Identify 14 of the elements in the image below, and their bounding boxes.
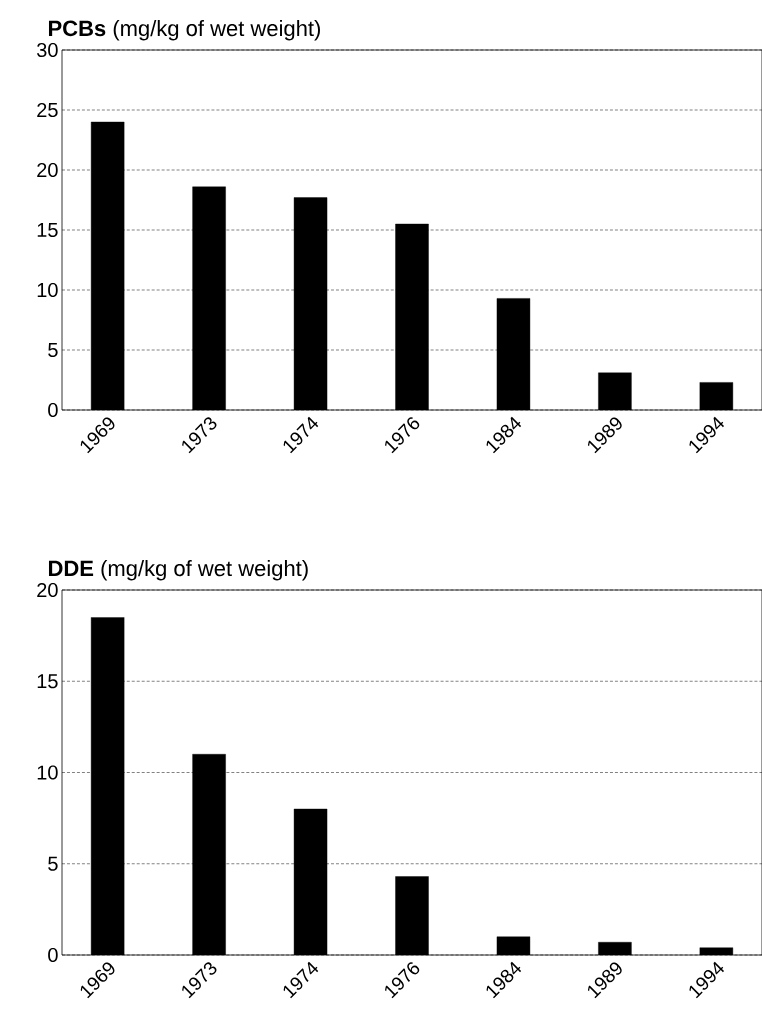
y-tick-label: 5 (48, 856, 58, 871)
y-tick-label: 0 (48, 947, 58, 963)
y-tick-label: 10 (37, 765, 58, 780)
y-tick-label: 5 (48, 343, 58, 357)
chart-title: PCBs (mg/kg of wet weight) (48, 20, 320, 41)
y-tick-label: 10 (37, 282, 58, 298)
y-tick-label: 20 (37, 162, 58, 178)
chart-title: DDE (mg/kg of wet weight) (48, 560, 308, 581)
y-tick-label: 25 (37, 102, 58, 118)
y-tick-label: 15 (37, 223, 58, 237)
y-tick-label: 20 (37, 582, 58, 598)
y-tick-label: 15 (37, 674, 58, 689)
y-tick-label: 30 (37, 42, 58, 58)
y-tick-label: 0 (48, 402, 58, 418)
